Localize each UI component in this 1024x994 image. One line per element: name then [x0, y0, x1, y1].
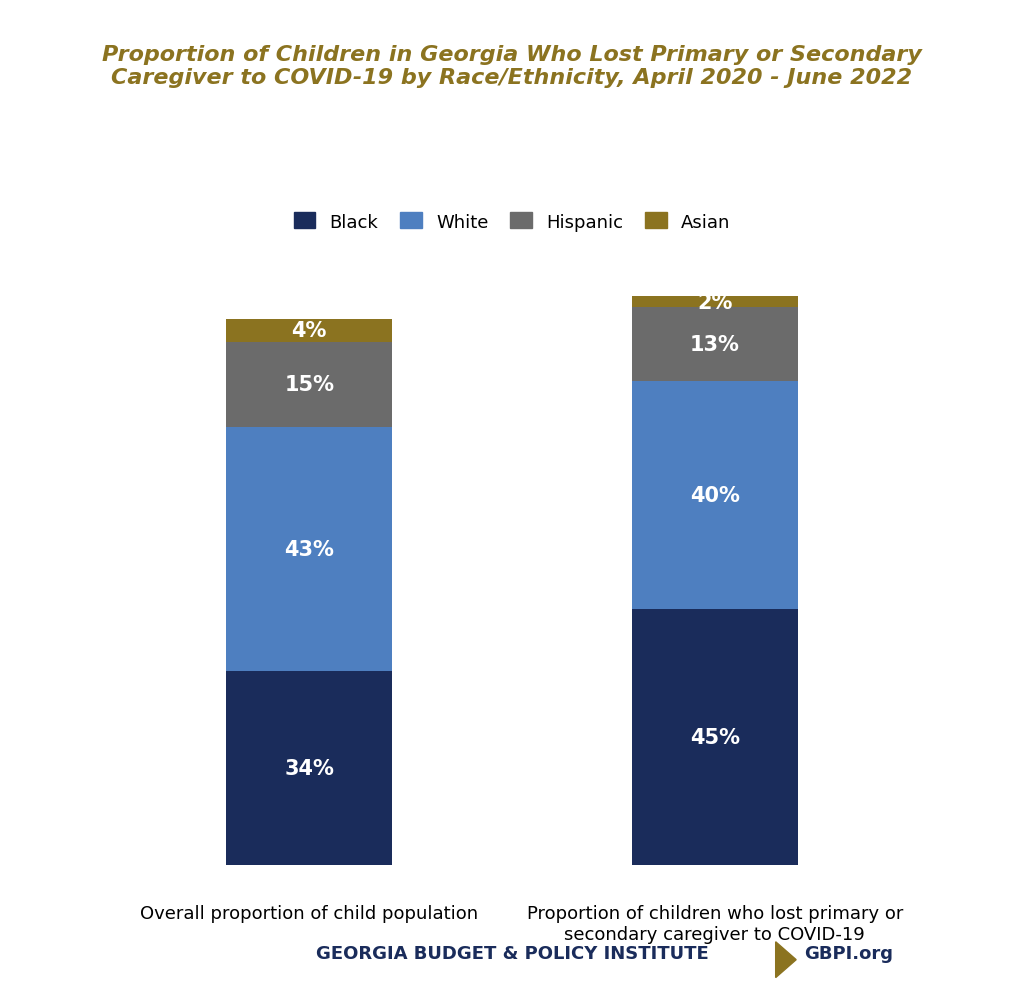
- Text: 40%: 40%: [690, 486, 739, 506]
- Bar: [226, 319, 392, 342]
- Text: 15%: 15%: [285, 375, 334, 395]
- Text: 34%: 34%: [285, 758, 334, 778]
- Text: 2%: 2%: [697, 292, 732, 312]
- Polygon shape: [776, 942, 797, 978]
- Text: 4%: 4%: [292, 321, 327, 341]
- Bar: [632, 297, 798, 308]
- Text: 43%: 43%: [285, 540, 334, 560]
- Bar: [226, 427, 392, 672]
- Text: GEORGIA BUDGET & POLICY INSTITUTE: GEORGIA BUDGET & POLICY INSTITUTE: [315, 944, 709, 962]
- Bar: [632, 609, 798, 865]
- Text: 13%: 13%: [690, 335, 739, 355]
- Text: Proportion of children who lost primary or
secondary caregiver to COVID-19: Proportion of children who lost primary …: [526, 905, 903, 943]
- Bar: [632, 308, 798, 382]
- Text: Proportion of Children in Georgia Who Lost Primary or Secondary
Caregiver to COV: Proportion of Children in Georgia Who Lo…: [102, 45, 922, 87]
- Bar: [632, 382, 798, 609]
- Legend: Black, White, Hispanic, Asian: Black, White, Hispanic, Asian: [287, 206, 737, 239]
- Text: Overall proportion of child population: Overall proportion of child population: [140, 905, 478, 922]
- Text: GBPI.org: GBPI.org: [804, 944, 893, 962]
- Bar: [226, 342, 392, 427]
- Text: 45%: 45%: [690, 727, 739, 746]
- Bar: [226, 672, 392, 865]
